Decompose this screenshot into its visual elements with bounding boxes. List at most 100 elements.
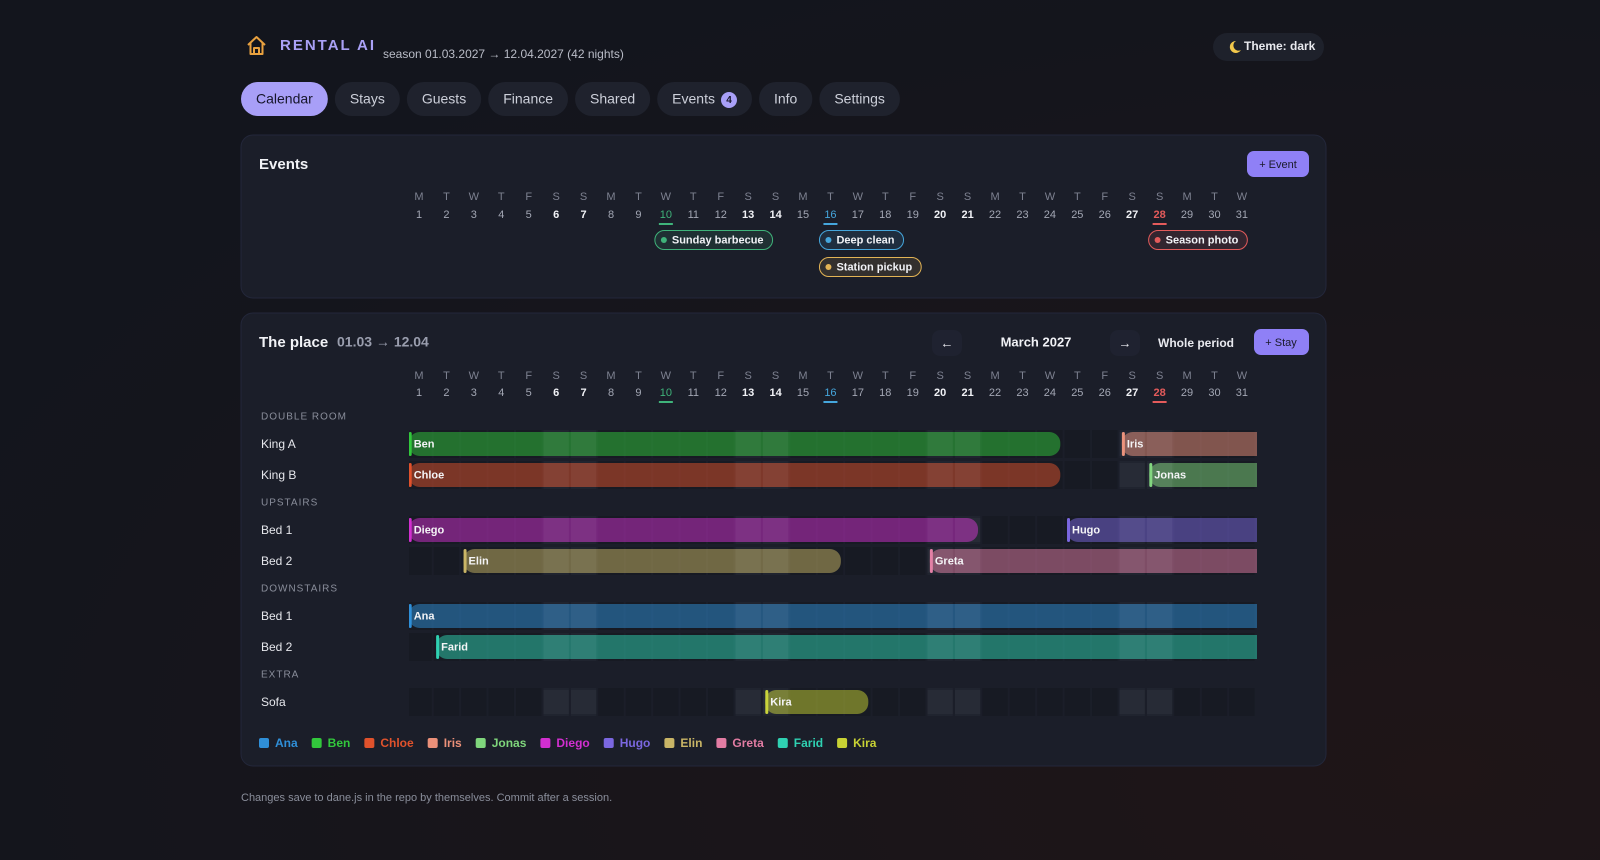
day-number: 14: [769, 209, 782, 221]
weekend-shade: [735, 690, 760, 714]
weekday-label: S: [964, 370, 971, 382]
day-number: 5: [526, 387, 532, 399]
weekday-label: T: [635, 370, 642, 382]
stay-bar[interactable]: [1067, 518, 1554, 542]
weekend-shade: [571, 690, 596, 714]
stay-guest: Kira: [770, 696, 792, 708]
day-cell: [1037, 688, 1063, 716]
weekday-label: W: [661, 191, 672, 203]
tab[interactable]: [334, 82, 400, 116]
place-range: 01.03 → 12.04: [337, 334, 429, 350]
stay-bar[interactable]: [409, 518, 979, 542]
weekend-shade: [955, 463, 980, 487]
day-number: 30: [1208, 209, 1220, 221]
tab[interactable]: [406, 82, 482, 116]
legend-name: Elin: [680, 736, 702, 750]
tab-badge: [720, 92, 737, 108]
weekday-label: T: [882, 370, 889, 382]
weekend-shade: [763, 463, 788, 487]
prev-button[interactable]: [932, 330, 962, 356]
event-label[interactable]: Station pickup: [836, 261, 912, 273]
day-cell: [1064, 461, 1091, 489]
tab[interactable]: [758, 82, 813, 116]
logo-icon: [247, 36, 266, 55]
stay-bar[interactable]: [765, 690, 869, 714]
day-cell: [1092, 430, 1118, 458]
stay-guest: Ana: [414, 610, 436, 622]
weekday-label: S: [1129, 191, 1136, 203]
weekend-shade: [763, 432, 788, 456]
weekday-label: T: [827, 370, 834, 382]
weekday-label: F: [909, 370, 916, 382]
day-cell: [461, 688, 487, 716]
stay-guest: Iris: [1127, 438, 1144, 450]
day-cell: [735, 688, 761, 716]
stay-bar[interactable]: [1149, 463, 1554, 487]
weekday-label: S: [552, 191, 559, 203]
legend-name: Iris: [444, 736, 462, 750]
day-number: 16: [824, 209, 836, 221]
weekday-label: T: [635, 191, 642, 203]
theme-button[interactable]: [1213, 33, 1324, 61]
weekend-shade: [1147, 690, 1172, 714]
day-cell: [433, 688, 460, 716]
add-event-button[interactable]: [1247, 151, 1309, 177]
event-label[interactable]: Deep clean: [836, 234, 894, 246]
legend-name: Jonas: [492, 736, 527, 750]
weekend-shade: [1119, 518, 1144, 542]
event-dot: [825, 237, 832, 243]
day-cell: [1064, 688, 1091, 716]
weekday-label: S: [772, 191, 779, 203]
day-number: 16: [824, 387, 836, 399]
weekend-shade: [1119, 549, 1144, 573]
day-number: 12: [715, 387, 727, 399]
stay-bar[interactable]: [1121, 432, 1554, 456]
legend-name: Chloe: [380, 736, 414, 750]
weekday-label: F: [1101, 370, 1108, 382]
tab[interactable]: [488, 82, 569, 116]
tab-label: Events: [672, 91, 715, 107]
weekday-label: T: [1019, 191, 1026, 203]
add-stay-label: + Stay: [1265, 337, 1297, 349]
stay-bar[interactable]: [409, 432, 1061, 456]
day-cell: [1064, 430, 1091, 458]
stay-bar[interactable]: [929, 549, 1554, 573]
stay-bar[interactable]: [463, 549, 841, 573]
weekday-label: T: [827, 191, 834, 203]
weekend-shade: [927, 432, 952, 456]
next-button[interactable]: [1110, 330, 1140, 356]
day-number: 9: [635, 387, 641, 399]
stay-guest: Chloe: [414, 469, 445, 481]
weekday-label: S: [580, 370, 587, 382]
event-label[interactable]: Season photo: [1166, 234, 1239, 246]
group-label: EXTRA: [261, 670, 299, 681]
day-number: 11: [688, 209, 699, 221]
weekend-shade: [735, 463, 760, 487]
add-stay-button[interactable]: [1254, 329, 1309, 355]
weekday-label: S: [1156, 370, 1163, 382]
stay-bar[interactable]: [436, 635, 1554, 659]
tab[interactable]: [241, 82, 328, 116]
weekend-shade: [955, 518, 980, 542]
day-cell: [1009, 516, 1036, 544]
day-cell: [1146, 688, 1173, 716]
weekday-label: S: [772, 370, 779, 382]
tab[interactable]: [575, 82, 651, 116]
weekday-label: M: [414, 370, 423, 382]
whole-period-button[interactable]: Whole period: [1158, 336, 1234, 350]
day-number: 20: [934, 209, 946, 221]
tab[interactable]: [819, 82, 900, 116]
event-pill: [818, 230, 905, 250]
weekday-label: W: [1045, 370, 1056, 382]
day-number: 29: [1181, 387, 1193, 399]
stay-bar-edge: [1149, 463, 1153, 487]
room-name: Bed 1: [261, 609, 293, 623]
stay-guest: Greta: [935, 555, 965, 567]
weekend-shade: [571, 518, 596, 542]
day-number: 11: [688, 387, 699, 399]
weekday-label: M: [606, 370, 615, 382]
stay-bar[interactable]: [409, 463, 1061, 487]
event-label[interactable]: Sunday barbecue: [672, 234, 764, 246]
stay-bar[interactable]: [409, 604, 1554, 628]
